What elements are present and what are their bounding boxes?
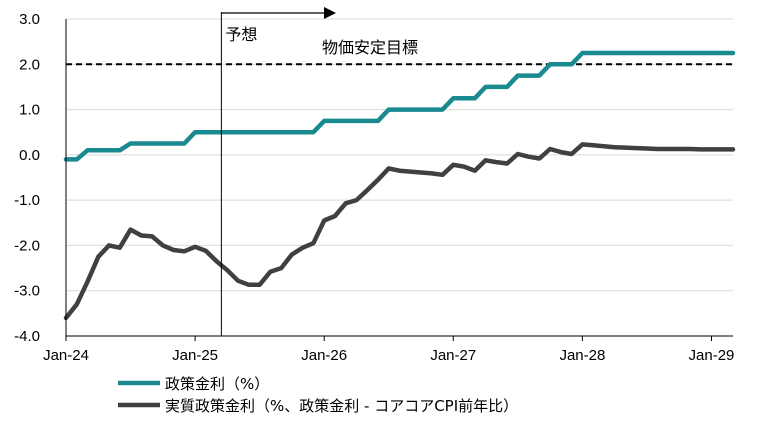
y-tick-label: 1.0 (19, 102, 40, 119)
forecast-arrowhead-icon (324, 7, 336, 19)
y-gridlines (66, 18, 733, 337)
series-lines (63, 50, 736, 321)
x-tick-labels: Jan-24 Jan-25 Jan-26 Jan-27 Jan-28 Jan-29 (43, 336, 734, 364)
legend-label: 政策金利（%） (165, 375, 269, 393)
x-tick-label: Jan-26 (301, 347, 347, 364)
forecast-label: 予想 (225, 25, 257, 44)
series-line-real-policy-rate (63, 142, 736, 321)
y-tick-label: -2.0 (14, 237, 40, 254)
x-tick-label: Jan-29 (689, 347, 735, 364)
x-tick-label: Jan-24 (43, 347, 89, 364)
y-tick-labels: 3.0 2.0 1.0 0.0 -1.0 -2.0 -3.0 -4.0 (14, 11, 40, 345)
y-tick-label: -1.0 (14, 192, 40, 209)
y-tick-label: -3.0 (14, 283, 40, 300)
y-tick-label: 3.0 (19, 11, 40, 28)
x-tick-label: Jan-27 (430, 347, 476, 364)
series-line-policy-rate (63, 50, 736, 162)
legend-label: 実質政策金利（%、政策金利 - コアコアCPI前年比） (165, 397, 518, 415)
y-tick-label: -4.0 (14, 328, 40, 345)
x-tick-label: Jan-28 (559, 347, 605, 364)
y-tick-label: 2.0 (19, 56, 40, 73)
target-label: 物価安定目標 (322, 38, 418, 57)
x-tick-label: Jan-25 (172, 347, 218, 364)
legend: 政策金利（%） 実質政策金利（%、政策金利 - コアコアCPI前年比） (118, 375, 518, 415)
y-tick-label: 0.0 (19, 147, 40, 164)
